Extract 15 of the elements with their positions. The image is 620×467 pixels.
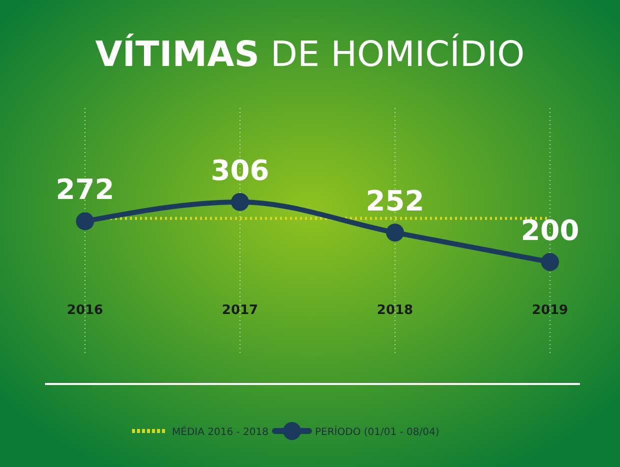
point bbox=[386, 224, 404, 242]
x-tick-label: 2018 bbox=[376, 303, 414, 318]
data-label: 306 bbox=[210, 154, 270, 187]
point bbox=[231, 193, 249, 211]
x-tick-label: 2019 bbox=[532, 303, 568, 318]
x-tick-label: 2017 bbox=[222, 303, 258, 318]
data-label: 252 bbox=[366, 184, 424, 218]
data-label: 200 bbox=[520, 214, 580, 247]
point bbox=[541, 253, 559, 271]
point bbox=[76, 212, 94, 230]
chart-title: VÍTIMAS DE HOMICÍDIO bbox=[95, 33, 525, 75]
legend-label: MÉDIA 2016 - 2018 bbox=[172, 425, 268, 438]
legend-label: PERÍODO (01/01 - 08/04) bbox=[315, 425, 440, 438]
x-tick-label: 2016 bbox=[66, 303, 104, 318]
data-label: 272 bbox=[56, 173, 114, 206]
